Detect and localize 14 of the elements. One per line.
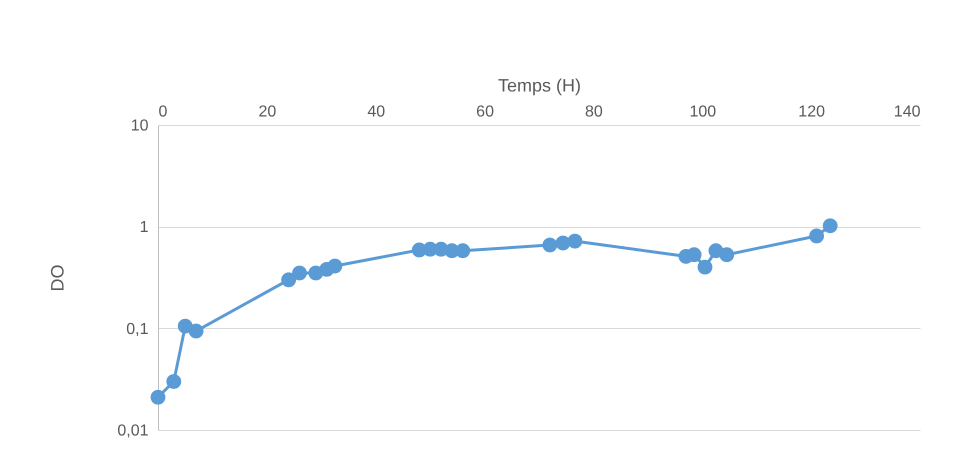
x-tick-label: 20 xyxy=(258,104,276,120)
y-axis-title: DO xyxy=(47,264,68,292)
y-tick-label: 0,01 xyxy=(117,422,149,440)
x-tick-label: 80 xyxy=(585,104,603,120)
x-tick-label: 100 xyxy=(689,104,716,120)
y-tick-label: 0,1 xyxy=(126,320,149,338)
x-axis-title: Temps (H) xyxy=(498,76,582,96)
y-tick-label: 10 xyxy=(130,118,149,134)
x-tick-label: 120 xyxy=(798,104,826,120)
y-tick-label: 1 xyxy=(140,219,149,236)
x-tick-label: 140 xyxy=(894,104,921,120)
x-tick-label: 60 xyxy=(476,104,494,120)
x-tick-label: 0 xyxy=(158,104,168,120)
x-tick-label: 40 xyxy=(367,104,386,120)
